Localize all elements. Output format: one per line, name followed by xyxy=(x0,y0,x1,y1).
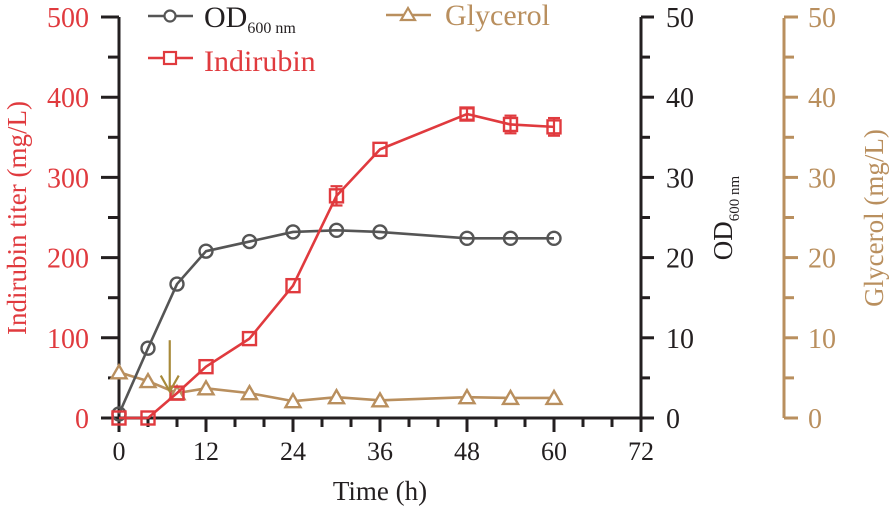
series-od xyxy=(111,222,562,422)
left-axis-title: Indirubin titer (mg/L) xyxy=(2,101,32,335)
od-point xyxy=(241,233,258,250)
x-tick-label: 0 xyxy=(113,437,126,466)
legend-glycerol-marker xyxy=(399,5,417,22)
series-glycerol xyxy=(109,362,564,409)
right2-tick-label: 30 xyxy=(808,163,836,194)
indirubin-point xyxy=(198,358,214,375)
glycerol-point xyxy=(138,371,158,389)
indirubin-point xyxy=(140,410,156,426)
legend-item-od: OD600 nm xyxy=(148,1,296,37)
right2-tick-label: 20 xyxy=(808,244,836,275)
left-tick-label: 0 xyxy=(75,404,89,435)
legend-indirubin-label: Indirubin xyxy=(204,45,316,78)
glycerol-point xyxy=(109,362,129,380)
series-indirubin xyxy=(111,106,562,426)
glycerol-point xyxy=(326,387,347,405)
glycerol-point xyxy=(544,388,564,406)
right-tick-label: 10 xyxy=(666,324,694,355)
indirubin-point xyxy=(502,116,519,133)
indirubin-point xyxy=(111,410,127,426)
od-point xyxy=(546,230,562,247)
legend-indirubin-marker xyxy=(162,50,178,66)
left-tick-label: 200 xyxy=(47,244,89,275)
annotation-arrow-head xyxy=(159,374,180,394)
indirubin-point xyxy=(459,106,475,122)
right2-axis-title: Glycerol (mg/L) xyxy=(859,129,889,307)
right-axis-title: OD600 nm xyxy=(708,175,743,260)
od-point xyxy=(169,276,185,292)
right-tick-label: 40 xyxy=(666,83,694,114)
right-tick-label: 50 xyxy=(666,3,694,34)
od-point xyxy=(140,340,156,356)
left-tick-label: 300 xyxy=(47,163,89,194)
x-tick-label: 24 xyxy=(280,437,306,466)
legend-item-glycerol: Glycerol xyxy=(386,0,550,32)
legend-od-subscript: 600 nm xyxy=(247,20,296,37)
x-tick-label: 60 xyxy=(541,437,567,466)
x-tick-label: 72 xyxy=(628,437,654,466)
od-point xyxy=(459,230,475,247)
series-layer xyxy=(109,106,564,426)
right-tick-label: 30 xyxy=(666,163,694,194)
legend-od-label: OD600 nm xyxy=(204,1,296,37)
od-point xyxy=(198,243,214,259)
x-tick-label: 36 xyxy=(367,437,393,466)
indirubin-point xyxy=(328,188,345,204)
indirubin-line xyxy=(119,112,555,420)
axes-layer: 0 12 24 36 48 60 72010020030040050001020304050… xyxy=(47,3,836,466)
indirubin-point xyxy=(546,119,562,135)
left-tick-label: 500 xyxy=(47,3,89,34)
left-tick-label: 100 xyxy=(47,324,89,355)
legend-glycerol-label: Glycerol xyxy=(445,0,550,32)
od-point xyxy=(502,230,519,247)
right-tick-label: 20 xyxy=(666,244,694,275)
glycerol-point xyxy=(500,388,521,406)
right-axis-title-main: OD xyxy=(708,221,738,260)
od-point xyxy=(285,224,301,240)
x-axis-title: Time (h) xyxy=(333,476,427,506)
right2-tick-label: 40 xyxy=(808,83,836,114)
left-tick-label: 400 xyxy=(47,83,89,114)
indirubin-point xyxy=(241,330,258,347)
right-tick-label: 0 xyxy=(666,404,680,435)
right-axis-title-subscript: 600 nm xyxy=(727,175,743,221)
right2-tick-label: 10 xyxy=(808,324,836,355)
legend: OD600 nm Indirubin Glycerol xyxy=(148,0,550,78)
od-line xyxy=(117,229,554,415)
glycerol-point xyxy=(370,390,390,408)
glycerol-point xyxy=(457,387,477,405)
right2-tick-label: 0 xyxy=(808,404,822,435)
indirubin-point xyxy=(285,277,301,294)
x-tick-label: 48 xyxy=(454,437,480,466)
legend-item-indirubin: Indirubin xyxy=(148,45,316,78)
x-tick-label: 12 xyxy=(193,437,219,466)
indirubin-point xyxy=(169,385,185,401)
od-point xyxy=(328,222,345,239)
right2-tick-label: 50 xyxy=(808,3,836,34)
od-point xyxy=(372,224,388,240)
glycerol-point xyxy=(196,378,216,396)
glycerol-point xyxy=(283,391,303,409)
annotation-layer xyxy=(159,340,180,394)
legend-od-marker xyxy=(163,9,177,23)
glycerol-point xyxy=(239,383,260,401)
indirubin-point xyxy=(372,141,388,158)
